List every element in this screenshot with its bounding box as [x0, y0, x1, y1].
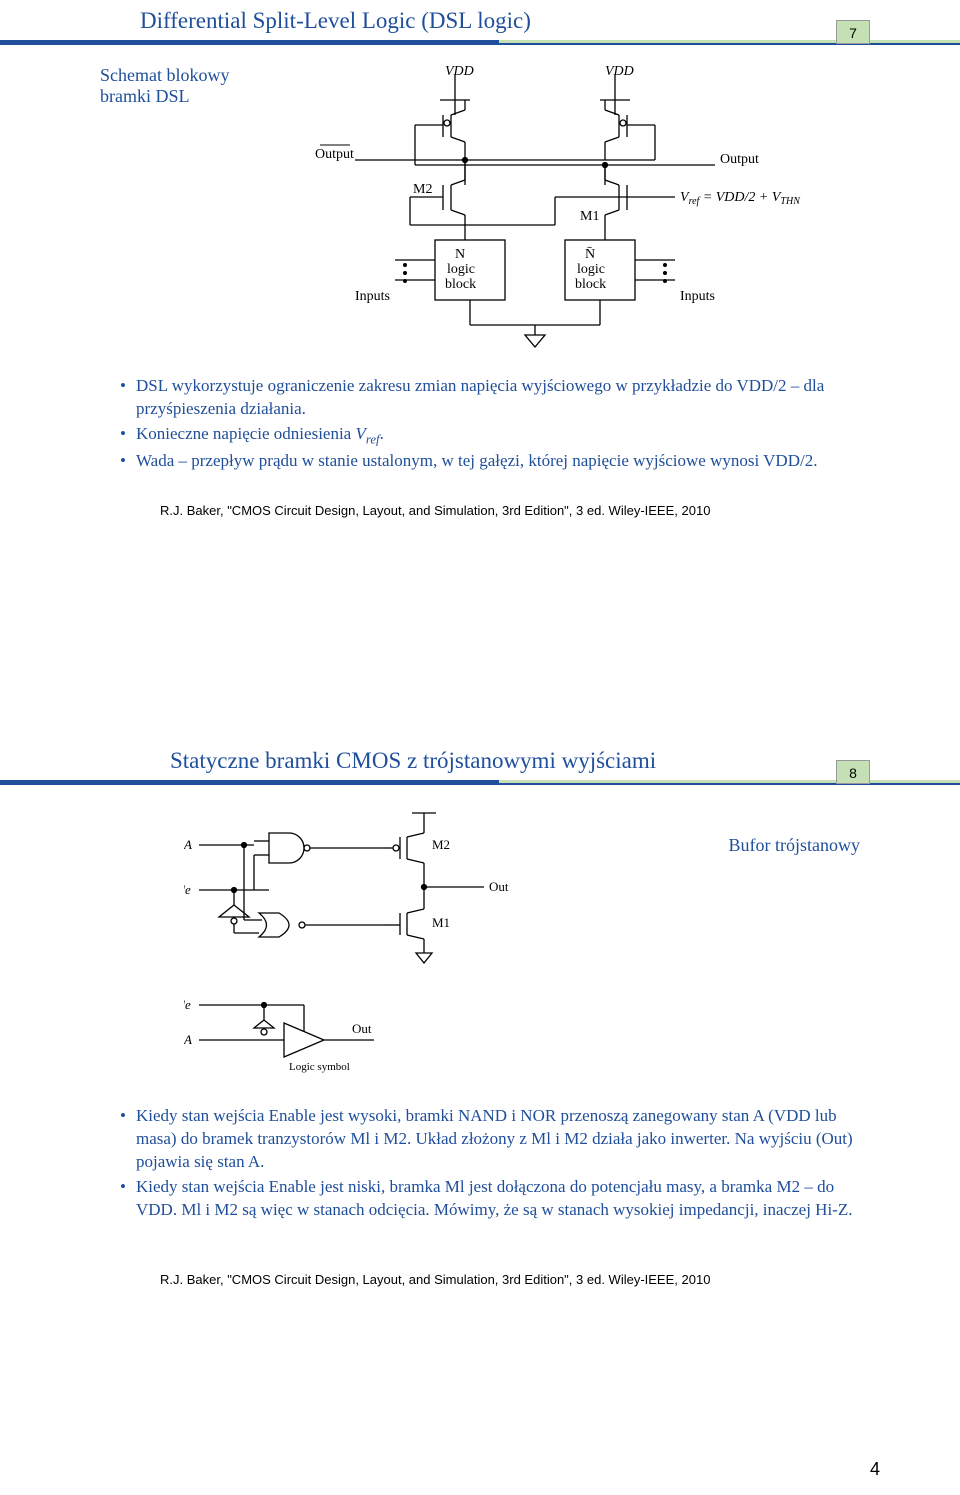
slide-title: Statyczne bramki CMOS z trójstanowymi wy…: [0, 748, 656, 778]
diagram-row: Schemat blokowy bramki DSL: [100, 65, 860, 355]
vdd-label: VDD: [414, 805, 441, 807]
enable-label: Enable: [184, 882, 191, 897]
bullet-item: Wada – przepływ prądu w stanie ustalonym…: [120, 450, 860, 473]
slide-7: Differential Split-Level Logic (DSL logi…: [0, 0, 960, 740]
m1-label: M1: [580, 209, 599, 224]
inputs-right: Inputs: [680, 289, 715, 304]
reference: R.J. Baker, "CMOS Circuit Design, Layout…: [160, 1272, 860, 1287]
reference: R.J. Baker, "CMOS Circuit Design, Layout…: [160, 503, 860, 518]
vdd-label: VDD: [445, 65, 474, 79]
slide-header: Differential Split-Level Logic (DSL logi…: [0, 0, 960, 38]
out-label-2: Out: [352, 1021, 372, 1036]
m1-label: M1: [432, 915, 450, 930]
bullet-item: Konieczne napięcie odniesienia Vref.: [120, 423, 860, 449]
bullet-item: Kiedy stan wejścia Enable jest wysoki, b…: [120, 1105, 860, 1174]
label-line-1: Schemat blokowy: [100, 65, 229, 86]
block-label: Schemat blokowy bramki DSL: [100, 65, 229, 107]
nbar-block-logic: logic: [577, 262, 605, 277]
m2-label: M2: [432, 837, 450, 852]
nbar-block-block: block: [575, 277, 606, 292]
logic-symbol-label: Logic symbol: [289, 1061, 350, 1073]
a-label: A: [184, 837, 192, 852]
bullet-list: Kiedy stan wejścia Enable jest wysoki, b…: [100, 1105, 860, 1222]
slide-number: 8: [836, 760, 870, 784]
out-label: Out: [489, 879, 509, 894]
buffer-row: A Enable VDD M2 M1 Out Enable A Out Logi…: [100, 805, 860, 1075]
slide-8: Statyczne bramki CMOS z trójstanowymi wy…: [0, 740, 960, 1480]
bullet-item: DSL wykorzystuje ograniczenie zakresu zm…: [120, 375, 860, 421]
slide-content: Schemat blokowy bramki DSL: [0, 45, 960, 538]
buffer-label: Bufor trójstanowy: [729, 835, 860, 856]
dsl-circuit-diagram: VDD VDD Output Output M2 M1 Vref = VDD/2…: [295, 65, 815, 355]
nbar-block-n: N̄: [585, 246, 595, 262]
slide-number: 7: [836, 20, 870, 44]
slide-content: A Enable VDD M2 M1 Out Enable A Out Logi…: [0, 785, 960, 1307]
bullet-item: Kiedy stan wejścia Enable jest niski, br…: [120, 1176, 860, 1222]
vref-label: Vref = VDD/2 + VTHN: [680, 190, 801, 207]
slide-title: Differential Split-Level Logic (DSL logi…: [0, 8, 531, 38]
m2-label: M2: [413, 182, 432, 197]
slide-header: Statyczne bramki CMOS z trójstanowymi wy…: [0, 740, 960, 778]
tristate-buffer-diagram: A Enable VDD M2 M1 Out Enable A Out Logi…: [184, 805, 584, 1075]
bullet-list: DSL wykorzystuje ograniczenie zakresu zm…: [100, 375, 860, 473]
vdd-label-2: VDD: [605, 65, 634, 79]
output-label-right: Output: [720, 152, 759, 167]
output-label-left: Output: [315, 147, 354, 162]
label-line-2: bramki DSL: [100, 86, 229, 107]
n-block-block: block: [445, 277, 476, 292]
enable-label-2: Enable: [184, 997, 191, 1012]
n-block-logic: logic: [447, 262, 475, 277]
page-number: 4: [870, 1459, 880, 1480]
n-block-n: N: [455, 247, 465, 262]
a-label-2: A: [184, 1032, 192, 1047]
inputs-left: Inputs: [355, 289, 390, 304]
